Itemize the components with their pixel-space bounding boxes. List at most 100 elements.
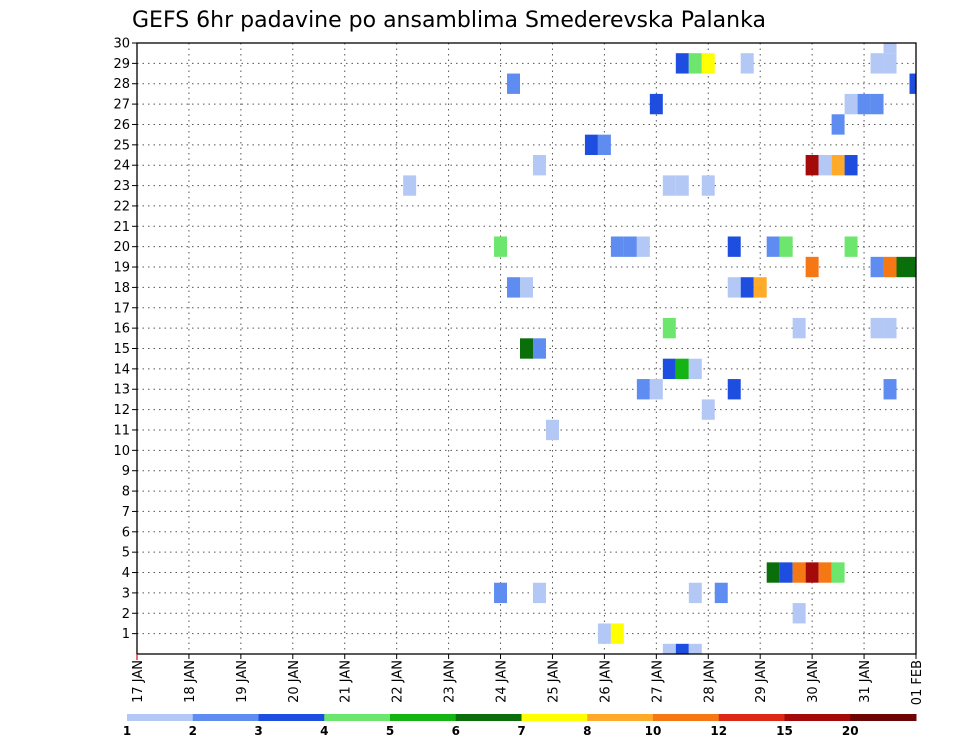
legend-swatch xyxy=(258,714,325,721)
precip-cell xyxy=(883,256,897,278)
x-tick-label: 27 JAN xyxy=(650,660,665,703)
x-axis: 17 JAN 18 JAN 19 JAN 20 JAN 21 JAN 22 JAN 23 J… xyxy=(131,654,925,705)
precip-cell xyxy=(520,338,533,359)
y-tick-label: 11 xyxy=(113,423,130,438)
y-tick-label: 9 xyxy=(122,464,130,479)
precip-cell xyxy=(870,53,884,74)
legend-label: 20 xyxy=(842,724,859,738)
precip-cell xyxy=(896,256,910,278)
precip-cell xyxy=(766,236,780,257)
precip-cell xyxy=(831,114,845,135)
precip-cell xyxy=(532,582,546,604)
precip-cell xyxy=(909,73,916,94)
precip-cell xyxy=(727,236,741,257)
precip-cell xyxy=(688,53,702,74)
precip-cell xyxy=(403,175,417,196)
y-tick-label: 30 xyxy=(113,37,130,52)
legend: 1 2 3 4 5 6 7 8 10 12 15 20 xyxy=(123,714,917,738)
legend-label: 3 xyxy=(254,724,262,738)
precip-cell xyxy=(662,643,676,654)
precip-cell xyxy=(792,603,806,624)
precip-cell xyxy=(766,562,780,583)
precip-cell xyxy=(649,93,663,115)
legend-label: 5 xyxy=(386,724,394,738)
y-tick-label: 3 xyxy=(122,586,130,601)
precip-cell xyxy=(623,236,637,257)
x-tick-label: 01 FEB xyxy=(910,660,925,705)
precip-cell xyxy=(831,562,845,583)
x-tick-label: 23 JAN xyxy=(443,660,458,703)
y-tick-label: 2 xyxy=(122,607,130,622)
precip-cell xyxy=(714,582,728,604)
precip-cell xyxy=(532,155,546,176)
precip-cell xyxy=(701,175,715,196)
precip-cell xyxy=(883,317,897,339)
precip-cell xyxy=(740,53,754,74)
legend-label: 15 xyxy=(776,724,793,738)
precip-cell xyxy=(688,582,702,604)
precip-cell xyxy=(597,623,611,644)
precip-cell xyxy=(649,379,663,400)
legend-swatch xyxy=(653,714,720,721)
precip-cell xyxy=(688,358,702,380)
y-tick-label: 15 xyxy=(113,342,130,357)
x-tick-label: 28 JAN xyxy=(702,660,717,703)
x-tick-label: 20 JAN xyxy=(287,660,302,703)
precip-cell xyxy=(675,643,689,654)
legend-label: 10 xyxy=(645,724,662,738)
precip-cell xyxy=(688,643,702,654)
x-tick-label: 24 JAN xyxy=(495,660,510,703)
legend-swatch xyxy=(718,714,785,721)
precip-cell xyxy=(494,236,508,257)
chart-title: GEFS 6hr padavine po ansamblima Smederev… xyxy=(132,8,766,33)
legend-swatch xyxy=(455,714,522,721)
precip-cell xyxy=(610,623,624,644)
precip-cell xyxy=(818,562,832,583)
precip-cell xyxy=(584,134,598,156)
precip-cell xyxy=(805,155,819,176)
legend-swatch xyxy=(850,714,917,721)
legend-label: 8 xyxy=(583,724,591,738)
legend-label: 4 xyxy=(320,724,328,738)
y-tick-label: 23 xyxy=(113,179,130,194)
precip-cell xyxy=(636,236,650,257)
precip-cell xyxy=(675,358,689,380)
precip-cell xyxy=(727,379,741,400)
y-tick-label: 13 xyxy=(113,383,130,398)
precip-cell xyxy=(844,236,858,257)
precip-cell xyxy=(662,317,676,339)
y-tick-label: 24 xyxy=(113,159,130,174)
x-tick-label: 22 JAN xyxy=(391,660,406,703)
precip-cell xyxy=(520,277,533,298)
precip-cell xyxy=(844,155,858,176)
y-tick-label: 22 xyxy=(113,199,130,214)
x-tick-label: 31 JAN xyxy=(858,660,873,703)
precip-cell xyxy=(701,53,715,74)
precip-cell xyxy=(883,53,897,74)
y-tick-label: 20 xyxy=(113,240,130,255)
y-tick-label: 12 xyxy=(113,403,130,418)
y-tick-label: 26 xyxy=(113,118,130,133)
precip-cell xyxy=(883,43,897,54)
y-tick-label: 19 xyxy=(113,261,130,276)
y-tick-label: 7 xyxy=(122,505,130,520)
precip-cell xyxy=(597,134,611,156)
legend-swatch xyxy=(784,714,851,721)
precip-cell xyxy=(857,93,871,115)
x-tick-label: 19 JAN xyxy=(235,660,250,703)
legend-swatch xyxy=(192,714,259,721)
legend-swatch xyxy=(587,714,654,721)
legend-label: 6 xyxy=(452,724,460,738)
precip-cell xyxy=(818,155,832,176)
x-tick-label: 17 JAN xyxy=(131,660,146,703)
legend-label: 1 xyxy=(123,724,131,738)
precip-cell xyxy=(909,256,916,278)
y-tick-label: 29 xyxy=(113,57,130,72)
precip-cell xyxy=(753,277,767,298)
y-axis: 1234567891011121314151617181920212223242… xyxy=(113,37,137,642)
legend-swatch xyxy=(324,714,391,721)
legend-label: 12 xyxy=(710,724,727,738)
x-tick-label: 25 JAN xyxy=(546,660,561,703)
precip-cell xyxy=(779,236,793,257)
precip-cell xyxy=(701,399,715,420)
